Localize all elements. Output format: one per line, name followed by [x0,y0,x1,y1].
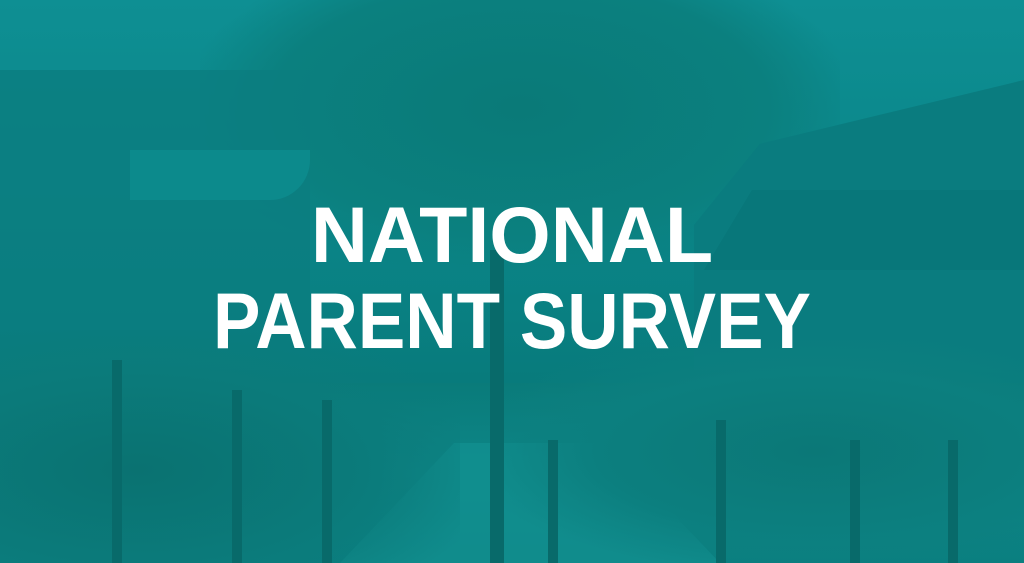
tree-trunk [716,420,726,563]
background-building-left [0,70,310,370]
background-hedge-right [504,340,1024,563]
banner-title: NATIONAL PARENT SURVEY [0,192,1024,364]
tree-trunk [112,360,122,563]
background-hedge-left [0,330,460,563]
tree-trunk [548,440,558,563]
tree-trunk [322,400,332,563]
tree-trunk [490,250,504,563]
background-balcony [130,150,310,200]
tree-trunk [948,440,958,563]
tree-trunk [232,390,242,563]
title-line-2: PARENT SURVEY [213,276,811,365]
background-roof-right [704,190,1024,270]
tree-trunk [850,440,860,563]
title-line-1: NATIONAL [310,190,714,279]
